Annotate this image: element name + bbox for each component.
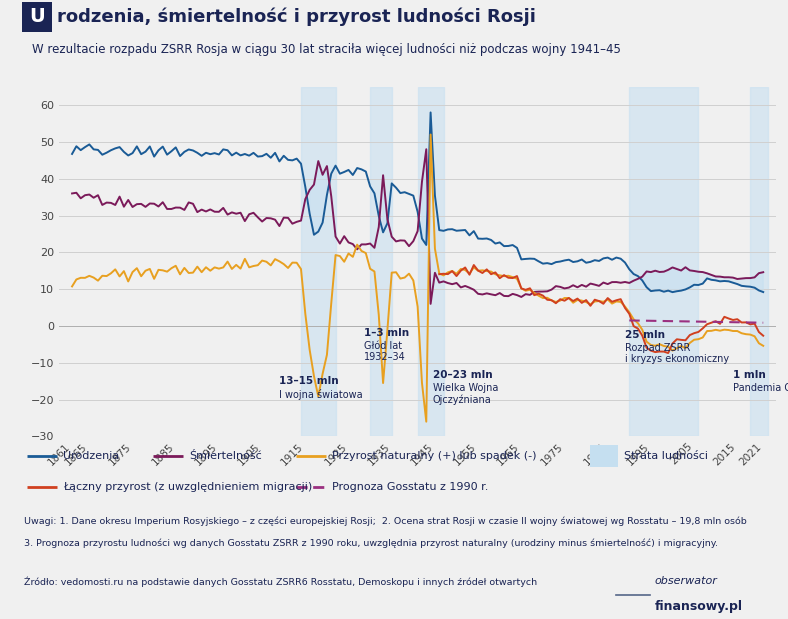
Text: obserwator: obserwator xyxy=(655,576,718,586)
Text: 13–15 mln: 13–15 mln xyxy=(280,376,339,386)
Bar xyxy=(750,87,768,436)
Bar xyxy=(370,87,392,436)
Text: Źródło: vedomosti.ru na podstawie danych Gosstatu ZSRR6 Rosstatu, Demoskopu i in: Źródło: vedomosti.ru na podstawie danych… xyxy=(24,576,537,587)
Bar xyxy=(301,87,336,436)
Text: Urodzenia: Urodzenia xyxy=(63,451,119,461)
Text: 25 mln: 25 mln xyxy=(625,330,665,340)
Text: Wielka Wojna
Ojczyźniana: Wielka Wojna Ojczyźniana xyxy=(433,383,498,405)
Bar xyxy=(418,87,444,436)
Text: Uwagi: 1. Dane okresu Imperium Rosyjskiego – z części europejskiej Rosji;  2. Oc: Uwagi: 1. Dane okresu Imperium Rosyjskie… xyxy=(24,517,746,526)
Text: 1–3 mln: 1–3 mln xyxy=(363,328,409,338)
Text: Prognoza Gosstatu z 1990 r.: Prognoza Gosstatu z 1990 r. xyxy=(332,482,488,492)
Text: rodzenia, śmiertelność i przyrost ludności Rosji: rodzenia, śmiertelność i przyrost ludnoś… xyxy=(57,7,536,25)
Text: 3. Prognoza przyrostu ludności wg danych Gosstatu ZSRR z 1990 roku, uwzględnia p: 3. Prognoza przyrostu ludności wg danych… xyxy=(24,539,718,548)
Text: U: U xyxy=(29,7,45,26)
Bar xyxy=(589,445,618,467)
Text: finansowy.pl: finansowy.pl xyxy=(655,600,743,613)
Bar xyxy=(630,87,698,436)
Text: 1 mln: 1 mln xyxy=(733,370,766,380)
Text: 20–23 mln: 20–23 mln xyxy=(433,370,492,380)
Text: Przyrost naturalny (+) lub spadek (-): Przyrost naturalny (+) lub spadek (-) xyxy=(332,451,537,461)
Bar xyxy=(22,2,52,32)
Text: W rezultacie rozpadu ZSRR Rosja w ciągu 30 lat straciła więcej ludności niż podc: W rezultacie rozpadu ZSRR Rosja w ciągu … xyxy=(32,43,620,56)
Text: Głód lat
1932–34: Głód lat 1932–34 xyxy=(363,340,405,362)
Text: Rozpad ZSRR
i kryzys ekonomiczny: Rozpad ZSRR i kryzys ekonomiczny xyxy=(625,342,729,364)
Text: Śmiertelność: Śmiertelność xyxy=(189,451,262,461)
Text: Strata ludności: Strata ludności xyxy=(623,451,708,461)
Text: Łączny przyrost (z uwzględnieniem migracji): Łączny przyrost (z uwzględnieniem migrac… xyxy=(63,482,312,492)
Text: I wojna światowa: I wojna światowa xyxy=(280,389,363,399)
Text: Pandemia COVID-19: Pandemia COVID-19 xyxy=(733,383,788,393)
